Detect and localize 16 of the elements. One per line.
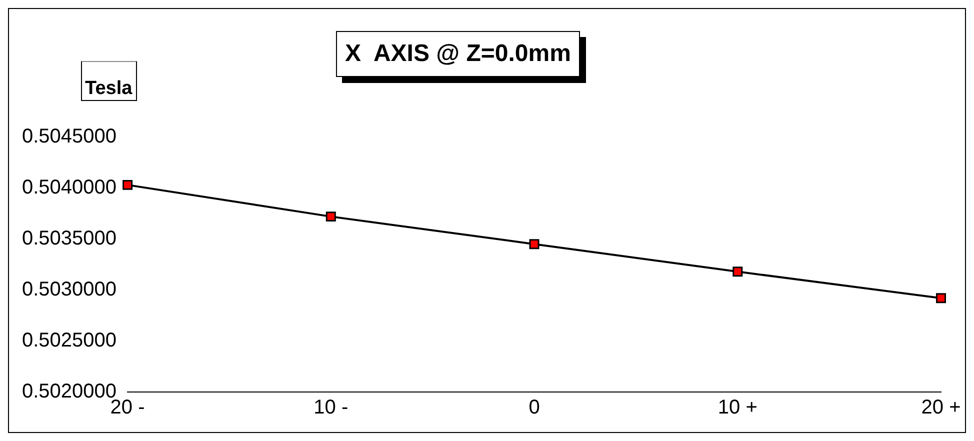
- y-tick-label: 0.5025000: [22, 330, 117, 352]
- y-tick-label: 0.5045000: [22, 126, 117, 148]
- y-tick-label: 0.5040000: [22, 176, 117, 199]
- x-tick-label: 10 -: [314, 396, 348, 419]
- y-tick-label: 0.5030000: [22, 278, 117, 301]
- point: [732, 266, 743, 277]
- point: [122, 180, 133, 190]
- x-tick-label: 20 +: [921, 396, 961, 419]
- chart-title: X AXIS @ Z=0.0mm: [336, 31, 580, 77]
- point: [326, 212, 336, 222]
- x-tick-label: 0: [528, 396, 540, 419]
- point: [529, 239, 540, 250]
- y-axis-title: Tesla: [81, 61, 138, 101]
- point: [936, 293, 946, 304]
- y-tick-label: 0.5035000: [22, 228, 117, 250]
- x-tick-label: 10 +: [718, 396, 758, 419]
